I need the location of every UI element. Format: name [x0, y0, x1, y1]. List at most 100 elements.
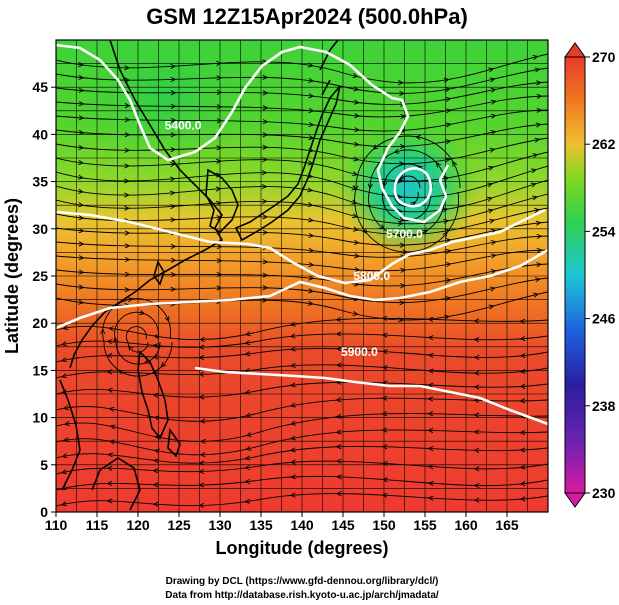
- streamline-arrowhead: [244, 351, 251, 357]
- streamline-arrowhead: [473, 354, 480, 361]
- streamline-arrowhead: [352, 310, 359, 316]
- streamline-arrowhead: [78, 299, 85, 305]
- streamline-arrowhead: [61, 341, 67, 347]
- streamline-arrowhead: [262, 259, 269, 265]
- streamline-arrowhead: [308, 107, 315, 114]
- streamline: [368, 149, 447, 237]
- streamline-arrowhead: [443, 175, 450, 182]
- streamline-arrowhead: [473, 384, 480, 390]
- streamline: [56, 397, 548, 422]
- streamline-arrowhead: [289, 435, 296, 441]
- streamline-arrowhead: [488, 165, 495, 171]
- y-tick-label: 20: [32, 315, 48, 331]
- streamline-arrowhead: [124, 117, 131, 123]
- streamline-arrowhead: [77, 188, 84, 194]
- streamline-arrowhead: [519, 318, 526, 324]
- streamline: [56, 221, 548, 246]
- colorbar-tick-label: 238: [592, 398, 616, 414]
- streamline-arrowhead: [106, 369, 113, 375]
- streamline-arrowhead: [289, 459, 296, 465]
- streamline-arrowhead: [216, 258, 223, 264]
- streamline-arrowhead: [78, 215, 85, 221]
- streamline-arrowhead: [535, 277, 541, 283]
- streamline-arrowhead: [62, 405, 69, 411]
- streamline-arrowhead: [262, 132, 269, 138]
- streamline-arrowhead: [170, 132, 177, 138]
- streamline-arrowhead: [61, 389, 68, 395]
- streamline-arrowhead: [308, 232, 315, 238]
- streamline-arrowhead: [473, 370, 480, 376]
- streamline-arrowhead: [381, 349, 388, 355]
- streamline-arrowhead: [61, 453, 68, 459]
- streamline-arrowhead: [399, 242, 406, 248]
- streamline-arrowhead: [170, 117, 177, 123]
- streamline-arrowhead: [215, 186, 222, 192]
- streamline-arrowhead: [170, 63, 176, 69]
- x-tick-label: 110: [45, 517, 68, 533]
- streamline-arrowhead: [532, 54, 539, 60]
- coast-sakhalin: [319, 40, 339, 96]
- streamline: [56, 207, 548, 236]
- streamline: [56, 364, 548, 379]
- streamline-arrowhead: [400, 113, 407, 120]
- streamline-arrowhead: [289, 321, 296, 327]
- streamline-arrowhead: [308, 135, 315, 141]
- streamline-arrowhead: [445, 108, 452, 114]
- streamline-arrowhead: [362, 228, 368, 235]
- streamline-arrowhead: [536, 80, 542, 86]
- streamline-arrowhead: [473, 397, 480, 403]
- streamline-arrowhead: [536, 247, 543, 253]
- streamline-arrowhead: [124, 103, 131, 109]
- streamline-arrowhead: [519, 481, 526, 487]
- streamline-arrowhead: [490, 269, 497, 275]
- streamline-arrowhead: [353, 239, 360, 245]
- x-tick-label: 160: [454, 517, 478, 533]
- streamline-arrowhead: [289, 362, 296, 369]
- streamline-arrowhead: [335, 491, 342, 497]
- streamline-arrowhead: [445, 238, 452, 244]
- streamline-arrowhead: [427, 464, 434, 470]
- streamline-arrowhead: [379, 224, 385, 230]
- streamline-arrowhead: [445, 248, 452, 254]
- streamline-arrowhead: [473, 429, 480, 435]
- streamline-arrowhead: [244, 478, 251, 484]
- streamline: [56, 333, 548, 348]
- streamline-arrowhead: [400, 267, 407, 273]
- streamline-arrowhead: [262, 74, 269, 80]
- streamline-arrowhead: [308, 262, 315, 268]
- streamline-arrowhead: [353, 99, 360, 105]
- streamline-arrowhead: [215, 200, 222, 206]
- streamline-arrowhead: [124, 65, 131, 71]
- streamlines: [56, 53, 548, 509]
- streamline-arrowhead: [78, 202, 85, 208]
- streamline-arrowhead: [393, 148, 400, 154]
- x-tick-label: 165: [495, 517, 519, 533]
- streamline-arrowhead: [530, 168, 537, 174]
- streamline-arrowhead: [534, 137, 541, 143]
- contour-label: 5700.0: [386, 227, 423, 241]
- colorbar-scale: [564, 56, 586, 494]
- y-axis-label: Latitude (degrees): [2, 198, 22, 354]
- streamline-arrowhead: [153, 448, 160, 454]
- streamline-arrowhead: [170, 76, 177, 83]
- colorbar-tick-label: 246: [592, 311, 616, 327]
- streamline-arrowhead: [519, 464, 526, 470]
- streamline-arrowhead: [108, 439, 115, 445]
- y-tick-label: 40: [32, 126, 48, 142]
- streamline-arrowhead: [170, 217, 177, 223]
- streamline-arrowhead: [335, 413, 342, 420]
- streamline-arrowhead: [262, 272, 269, 278]
- streamline-arrowhead: [153, 334, 160, 340]
- streamline-arrowhead: [216, 158, 222, 164]
- streamline-arrowhead: [335, 316, 342, 323]
- streamline-arrowhead: [78, 115, 85, 121]
- streamline-arrowhead: [169, 190, 176, 196]
- streamline-arrowhead: [198, 460, 205, 466]
- streamline: [56, 277, 548, 304]
- coast-indochina: [59, 379, 81, 491]
- y-tick-label: 5: [40, 457, 48, 473]
- streamline-arrowhead: [308, 217, 314, 223]
- streamline-arrowhead: [487, 182, 494, 188]
- streamline-arrowhead: [536, 233, 543, 240]
